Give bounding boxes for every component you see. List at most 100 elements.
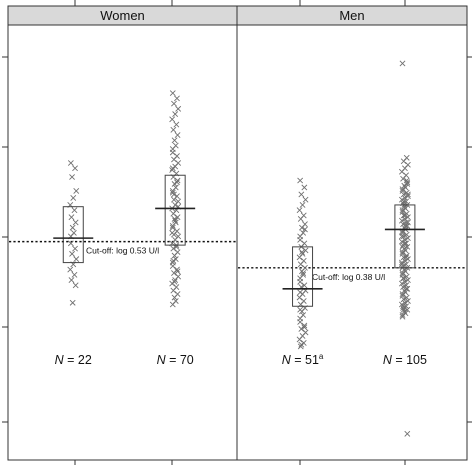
data-point bbox=[169, 116, 176, 123]
data-point bbox=[399, 186, 406, 193]
data-point bbox=[171, 252, 178, 259]
data-point bbox=[403, 198, 410, 205]
data-point bbox=[399, 60, 406, 67]
panel-frame bbox=[236, 24, 468, 461]
n-label: N = 22 bbox=[55, 353, 92, 367]
data-point bbox=[67, 160, 74, 166]
data-point bbox=[174, 95, 180, 102]
data-point bbox=[398, 280, 405, 287]
data-point bbox=[400, 306, 407, 313]
data-point bbox=[169, 188, 176, 194]
data-point bbox=[400, 284, 407, 290]
data-point bbox=[169, 280, 176, 287]
data-point bbox=[302, 226, 308, 233]
data-point bbox=[71, 207, 78, 214]
data-point bbox=[400, 296, 407, 303]
data-point bbox=[404, 191, 411, 198]
data-point bbox=[402, 222, 409, 229]
data-point bbox=[171, 294, 178, 301]
data-point bbox=[399, 209, 406, 215]
data-point bbox=[174, 268, 181, 275]
data-point bbox=[404, 219, 411, 226]
data-point bbox=[301, 184, 308, 191]
data-point bbox=[171, 137, 178, 144]
box-iqr bbox=[394, 204, 416, 269]
data-point bbox=[68, 214, 75, 221]
data-point bbox=[69, 224, 76, 231]
data-point bbox=[70, 195, 77, 201]
data-point bbox=[69, 250, 75, 257]
data-point bbox=[170, 126, 177, 133]
data-point bbox=[171, 278, 178, 285]
box-iqr bbox=[292, 246, 314, 307]
data-point bbox=[401, 278, 408, 285]
data-point bbox=[171, 191, 177, 198]
data-point bbox=[169, 263, 176, 270]
data-point bbox=[68, 277, 75, 283]
n-label: N = 105 bbox=[383, 353, 427, 367]
panel-title: Women bbox=[100, 8, 145, 23]
data-point bbox=[301, 324, 308, 331]
group-0-0: N = 22 bbox=[53, 160, 94, 367]
data-point bbox=[398, 238, 405, 245]
data-point bbox=[298, 341, 305, 348]
group-0-1: N = 70 bbox=[155, 90, 196, 367]
data-point bbox=[297, 343, 304, 350]
data-point bbox=[404, 214, 411, 221]
data-point bbox=[398, 233, 405, 240]
data-point bbox=[298, 326, 305, 332]
data-point bbox=[169, 149, 176, 156]
data-point bbox=[297, 278, 304, 285]
data-point bbox=[174, 132, 181, 138]
data-point bbox=[404, 298, 411, 304]
data-point bbox=[171, 270, 177, 276]
data-point bbox=[169, 222, 176, 229]
box-iqr bbox=[164, 174, 186, 246]
data-point bbox=[296, 294, 303, 301]
data-point bbox=[71, 271, 78, 278]
n-label: N = 51a bbox=[282, 352, 324, 367]
data-point bbox=[296, 207, 303, 214]
panel-frame bbox=[7, 24, 238, 461]
data-point bbox=[403, 285, 410, 292]
panel-title: Men bbox=[339, 8, 364, 23]
data-point bbox=[400, 275, 407, 282]
data-point bbox=[297, 177, 304, 184]
data-point bbox=[72, 245, 78, 252]
data-point bbox=[296, 336, 303, 343]
data-point bbox=[403, 294, 410, 301]
data-point bbox=[399, 291, 406, 297]
data-point bbox=[169, 224, 176, 231]
data-point bbox=[170, 245, 177, 252]
data-point bbox=[72, 282, 79, 289]
data-point bbox=[399, 313, 406, 320]
panel-women: Women Cut-off: log 0.53 U/l N = 22 N = 70 bbox=[7, 5, 238, 461]
data-point bbox=[300, 270, 307, 276]
data-point bbox=[170, 210, 177, 217]
data-point bbox=[399, 243, 406, 250]
data-point bbox=[403, 273, 410, 280]
data-point bbox=[169, 90, 176, 97]
data-point bbox=[399, 249, 406, 256]
data-point bbox=[174, 179, 180, 186]
data-point bbox=[302, 196, 309, 203]
data-point bbox=[169, 301, 176, 308]
data-point bbox=[400, 221, 407, 228]
data-point bbox=[400, 212, 407, 219]
data-point bbox=[170, 287, 177, 294]
data-point bbox=[169, 229, 176, 236]
data-point bbox=[404, 277, 411, 283]
data-point bbox=[171, 215, 178, 222]
data-point bbox=[298, 191, 305, 198]
data-point bbox=[403, 254, 410, 261]
data-point bbox=[404, 243, 411, 250]
data-point bbox=[297, 261, 304, 268]
data-point bbox=[67, 240, 74, 247]
data-point bbox=[404, 235, 411, 242]
data-point bbox=[169, 165, 176, 172]
data-point bbox=[399, 292, 406, 299]
data-point bbox=[400, 191, 407, 198]
cutoff-label: Cut-off: log 0.53 U/l bbox=[86, 246, 159, 256]
data-point bbox=[299, 249, 305, 256]
